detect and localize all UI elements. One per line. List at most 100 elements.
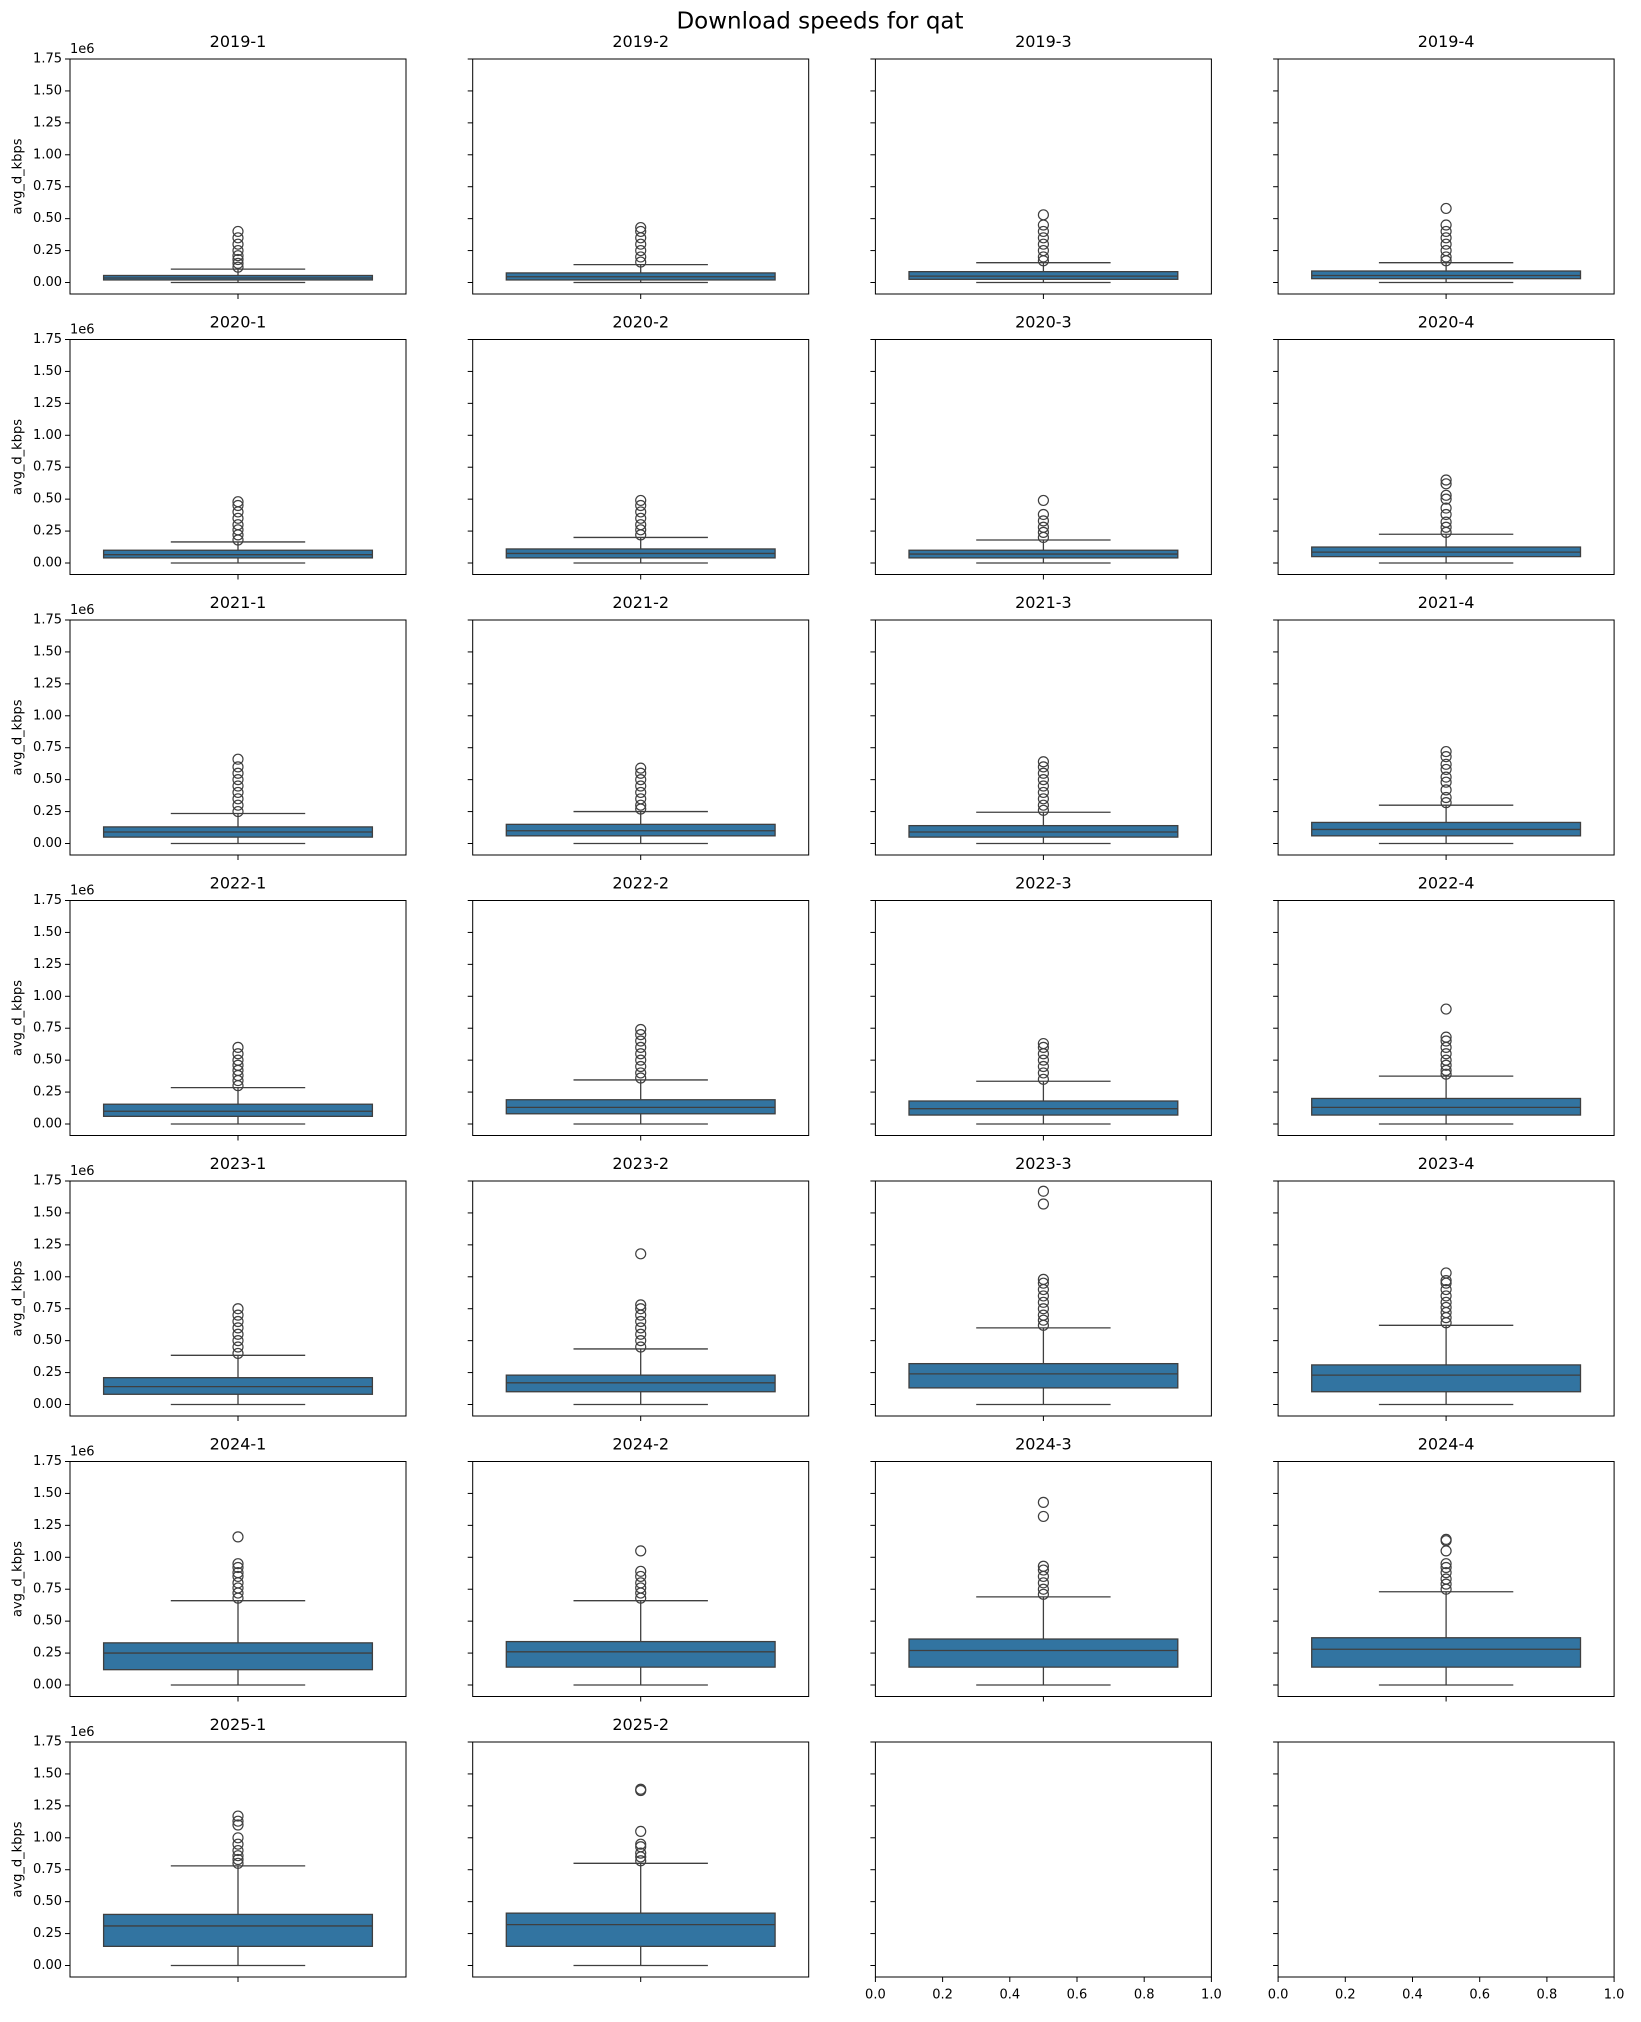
flier [232, 1341, 244, 1353]
flier [232, 1303, 244, 1315]
y-tick-label: 1.25 [33, 957, 62, 972]
offset-label: 1e6 [70, 603, 95, 618]
flier [232, 1567, 244, 1579]
flier [1440, 1558, 1452, 1570]
flier [1440, 474, 1452, 486]
flier [1440, 232, 1452, 244]
flier [1440, 1031, 1452, 1043]
flier [232, 1558, 244, 1570]
flier [232, 1832, 244, 1844]
flier [232, 1335, 244, 1347]
y-axis-label: avg_d_kbps [11, 1821, 26, 1897]
y-tick-label: 1.75 [33, 893, 62, 908]
flier [232, 512, 244, 524]
flier [1440, 1068, 1452, 1080]
flier [635, 1060, 647, 1073]
flier [1037, 793, 1050, 805]
axes-frame [874, 339, 1212, 575]
flier [232, 753, 244, 765]
flier [635, 1048, 647, 1060]
flier [635, 1783, 647, 1795]
flier [635, 1838, 647, 1850]
flier [1440, 1267, 1452, 1279]
y-tick-label: 0.25 [33, 1646, 62, 1661]
flier [635, 238, 647, 250]
flier [635, 256, 647, 268]
y-tick-label: 0.75 [33, 1021, 62, 1036]
axes-frame [874, 58, 1212, 295]
axes-title: 2024-3 [1015, 1435, 1072, 1454]
flier [232, 767, 244, 779]
flier [1037, 1296, 1050, 1308]
flier [635, 762, 647, 774]
y-tick-label: 1.50 [33, 364, 62, 379]
x-tick-label: 0.8 [1537, 1988, 1558, 2003]
flier [635, 225, 647, 238]
flier [1037, 1496, 1050, 1508]
flier [1440, 1561, 1452, 1574]
flier [635, 780, 647, 792]
flier [1440, 784, 1452, 796]
y-tick-label: 1.25 [33, 676, 62, 691]
axes-title: 2020-4 [1418, 313, 1475, 332]
y-tick-label: 1.75 [33, 52, 62, 67]
flier [1440, 1296, 1452, 1308]
y-tick-label: 1.00 [33, 428, 62, 443]
y-tick-label: 0.25 [33, 524, 62, 539]
axes-frame [69, 339, 407, 575]
y-tick-label: 0.50 [33, 211, 62, 226]
flier [1037, 1073, 1050, 1085]
flier [635, 1035, 647, 1047]
flier [635, 774, 647, 786]
flier [635, 506, 647, 518]
flier [635, 499, 647, 512]
flier [232, 1309, 244, 1321]
flier [1440, 1283, 1452, 1296]
axes-title: 2021-4 [1418, 593, 1475, 612]
flier [635, 1855, 647, 1867]
flier [1440, 521, 1452, 533]
flier [635, 221, 647, 234]
flier [1440, 758, 1452, 770]
flier [1440, 1545, 1452, 1557]
flier [1037, 1309, 1050, 1321]
flier [232, 1819, 244, 1831]
flier [635, 1041, 647, 1053]
y-tick-label: 1.25 [33, 396, 62, 411]
flier [232, 1347, 244, 1360]
axes-title: 2022-4 [1418, 874, 1475, 893]
y-tick-label: 1.50 [33, 1205, 62, 1220]
flier [232, 793, 244, 805]
flier [232, 244, 244, 257]
y-tick-label: 0.75 [33, 1862, 62, 1877]
flier [1037, 225, 1050, 238]
axes-title: 2022-1 [210, 874, 267, 893]
y-tick-label: 0.50 [33, 492, 62, 507]
flier [635, 786, 647, 799]
y-tick-label: 1.00 [33, 1830, 62, 1845]
y-tick-label: 0.00 [33, 1117, 62, 1132]
flier [232, 1322, 244, 1334]
flier [1037, 1273, 1050, 1285]
flier [232, 780, 244, 792]
flier [1037, 508, 1050, 521]
flier [635, 1545, 647, 1557]
axes-title: 2022-2 [612, 874, 669, 893]
flier [1440, 763, 1452, 776]
flier [635, 1248, 647, 1260]
y-tick-label: 1.50 [33, 83, 62, 98]
y-axis-label: avg_d_kbps [11, 980, 26, 1056]
axes-title: 2024-1 [210, 1435, 267, 1454]
box [505, 1912, 776, 1947]
flier [1440, 225, 1452, 238]
flier [1037, 521, 1050, 533]
flier [232, 805, 244, 818]
box [102, 1103, 374, 1117]
flier [635, 1570, 647, 1583]
flier [1037, 774, 1050, 786]
box [505, 1640, 776, 1668]
flier [232, 1041, 244, 1053]
axes-frame [1277, 58, 1615, 295]
